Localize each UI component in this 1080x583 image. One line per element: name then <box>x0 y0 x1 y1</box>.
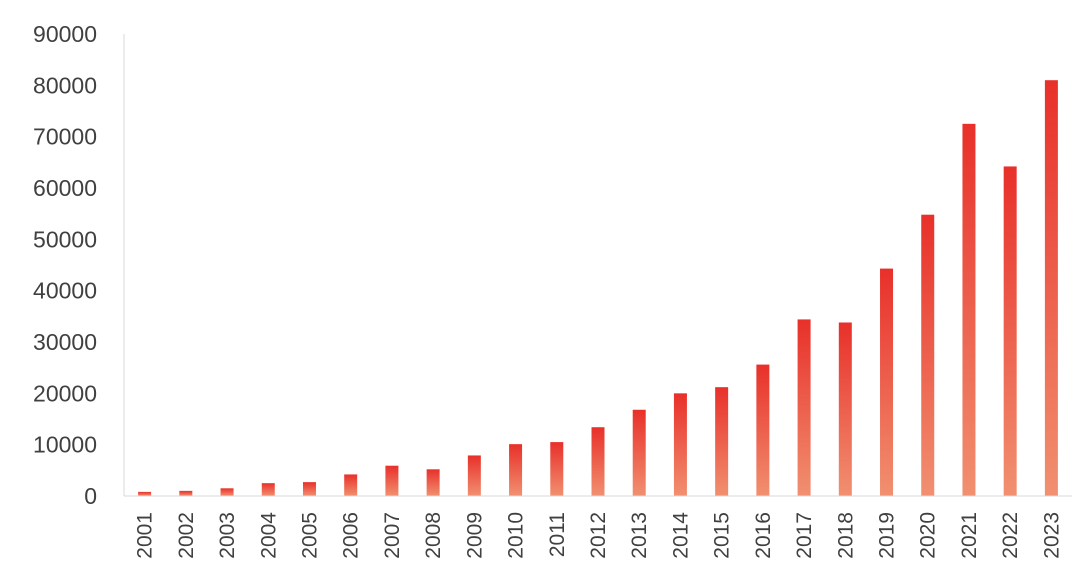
bar-2022 <box>1003 166 1017 496</box>
x-tick-label: 2005 <box>298 512 321 559</box>
y-tick-label: 20000 <box>33 380 97 406</box>
x-tick-label: 2010 <box>505 512 528 559</box>
x-tick-label: 2015 <box>711 512 734 559</box>
bar-2005 <box>302 482 316 496</box>
y-tick-label: 90000 <box>33 21 97 47</box>
y-tick-label: 70000 <box>33 124 97 150</box>
bar-2013 <box>632 409 646 496</box>
bar-2019 <box>880 268 894 496</box>
bars <box>138 80 1058 496</box>
x-tick-label: 2012 <box>587 512 610 559</box>
x-tick-label: 2002 <box>175 512 198 559</box>
bar-2009 <box>467 455 481 496</box>
bar-2004 <box>261 483 275 496</box>
y-tick-label: 40000 <box>33 278 97 304</box>
x-tick-label: 2004 <box>257 512 280 559</box>
x-tick-label: 2023 <box>1040 512 1063 559</box>
x-tick-label: 2011 <box>546 512 569 557</box>
y-tick-label: 50000 <box>33 226 97 252</box>
x-tick-label: 2007 <box>381 512 404 559</box>
x-tick-label: 2017 <box>793 512 816 559</box>
x-axis: 2001 2002 2003 2004 2005 2006 2007 2008 2009 2010… <box>124 495 1072 559</box>
y-tick-label: 60000 <box>33 175 97 201</box>
x-tick-label: 2008 <box>422 512 445 559</box>
bar-2015 <box>715 387 729 496</box>
x-tick-label: 2018 <box>834 512 857 559</box>
bar-2007 <box>385 465 399 496</box>
x-tick-label: 2006 <box>340 512 363 559</box>
bar-2002 <box>179 490 193 496</box>
x-tick-label: 2016 <box>752 512 775 559</box>
y-axis: 0 10000 20000 30000 40000 50000 60000 70000 8000… <box>33 21 125 509</box>
bar-2012 <box>591 427 605 496</box>
y-tick-label: 30000 <box>33 329 97 355</box>
bar-2011 <box>550 442 564 496</box>
bar-2017 <box>797 319 811 496</box>
bar-2001 <box>138 491 152 496</box>
bar-2008 <box>426 469 440 496</box>
x-tick-label: 2001 <box>134 512 157 559</box>
bar-2021 <box>962 123 976 496</box>
y-tick-label: 0 <box>84 483 97 509</box>
x-tick-label: 2009 <box>463 512 486 559</box>
x-tick-label: 2022 <box>999 512 1022 559</box>
bar-2014 <box>673 393 687 496</box>
x-tick-label: 2019 <box>876 512 899 559</box>
bar-2023 <box>1044 80 1058 496</box>
x-tick-label: 2020 <box>917 512 940 559</box>
y-tick-label: 80000 <box>33 72 97 98</box>
bar-2016 <box>756 364 770 496</box>
bar-2006 <box>344 474 358 496</box>
x-tick-label: 2014 <box>669 512 692 559</box>
bar-2020 <box>921 214 935 496</box>
y-tick-label: 10000 <box>33 432 97 458</box>
x-tick-label: 2021 <box>958 512 981 559</box>
bar-2010 <box>509 444 523 496</box>
x-tick-label: 2013 <box>628 512 651 559</box>
bar-2003 <box>220 488 234 496</box>
bar-2018 <box>838 322 852 496</box>
x-tick-label: 2003 <box>216 512 239 559</box>
